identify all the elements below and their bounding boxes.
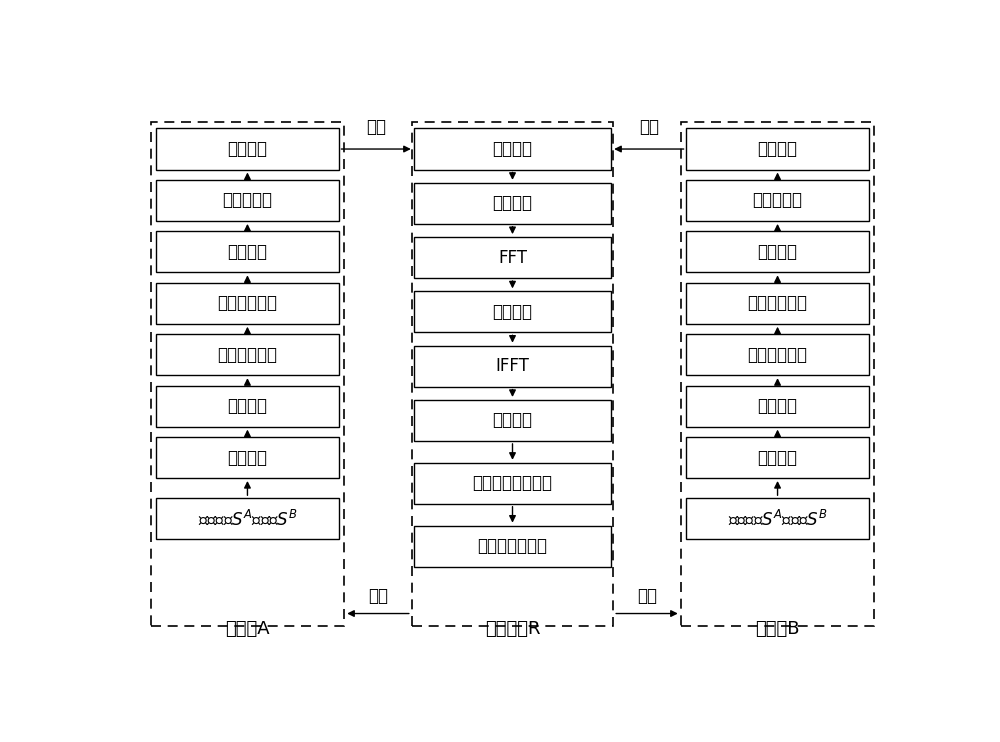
Text: 串并转换: 串并转换 <box>227 397 267 415</box>
Bar <box>414 346 611 387</box>
Text: FFT: FFT <box>498 249 527 266</box>
Bar <box>412 122 613 626</box>
Text: 添加循环前缀: 添加循环前缀 <box>217 295 277 312</box>
Bar <box>686 334 869 375</box>
Bar <box>414 400 611 441</box>
Text: IFFT: IFFT <box>496 357 529 375</box>
Text: 生成信号$S^A$和信号$S^B$: 生成信号$S^A$和信号$S^B$ <box>728 509 827 528</box>
Text: 并串转换: 并串转换 <box>758 243 798 261</box>
Bar <box>686 283 869 324</box>
Bar <box>414 128 611 170</box>
Bar <box>151 122 344 626</box>
Bar <box>156 386 339 427</box>
Text: 星座映射: 星座映射 <box>758 449 798 467</box>
Bar <box>156 437 339 478</box>
Bar <box>686 498 869 539</box>
Text: 插入独特字: 插入独特字 <box>222 191 272 209</box>
Text: 时间同步: 时间同步 <box>492 140 532 158</box>
Bar <box>686 232 869 272</box>
Text: 无线通道: 无线通道 <box>227 140 267 158</box>
Bar <box>414 183 611 224</box>
Bar <box>686 128 869 170</box>
Text: 插入时间偏差信息: 插入时间偏差信息 <box>473 474 552 492</box>
Bar <box>681 122 874 626</box>
Bar <box>414 463 611 504</box>
Text: 串并转换: 串并转换 <box>492 194 532 212</box>
Bar <box>156 180 339 221</box>
Bar <box>156 498 339 539</box>
Text: 插入独特字: 插入独特字 <box>753 191 803 209</box>
Bar <box>156 334 339 375</box>
Bar <box>686 437 869 478</box>
Text: 源节点A: 源节点A <box>225 620 270 637</box>
Bar <box>686 386 869 427</box>
Text: 插入导频序列: 插入导频序列 <box>217 346 277 364</box>
Text: 中继节点R: 中继节点R <box>485 620 540 637</box>
Text: 并串转换: 并串转换 <box>227 243 267 261</box>
Bar <box>156 283 339 324</box>
Text: 发射: 发射 <box>639 119 659 137</box>
Text: 源节点B: 源节点B <box>755 620 800 637</box>
Text: 广播: 广播 <box>368 587 388 605</box>
Bar <box>156 128 339 170</box>
Bar <box>414 237 611 278</box>
Text: 广播: 广播 <box>637 587 657 605</box>
Text: 频域均衡: 频域均衡 <box>492 303 532 321</box>
Bar <box>414 525 611 567</box>
Text: 物理层网络编码: 物理层网络编码 <box>478 537 548 555</box>
Text: 插入导频序列: 插入导频序列 <box>748 346 808 364</box>
Text: 星座映射: 星座映射 <box>227 449 267 467</box>
Bar <box>686 180 869 221</box>
Bar <box>414 292 611 332</box>
Text: 无线通道: 无线通道 <box>758 140 798 158</box>
Text: 发射: 发射 <box>366 119 386 137</box>
Text: 并串转换: 并串转换 <box>492 411 532 430</box>
Text: 生成信号$S^A$和信号$S^B$: 生成信号$S^A$和信号$S^B$ <box>198 509 297 528</box>
Text: 添加循环前缀: 添加循环前缀 <box>748 295 808 312</box>
Bar <box>156 232 339 272</box>
Text: 串并转换: 串并转换 <box>758 397 798 415</box>
